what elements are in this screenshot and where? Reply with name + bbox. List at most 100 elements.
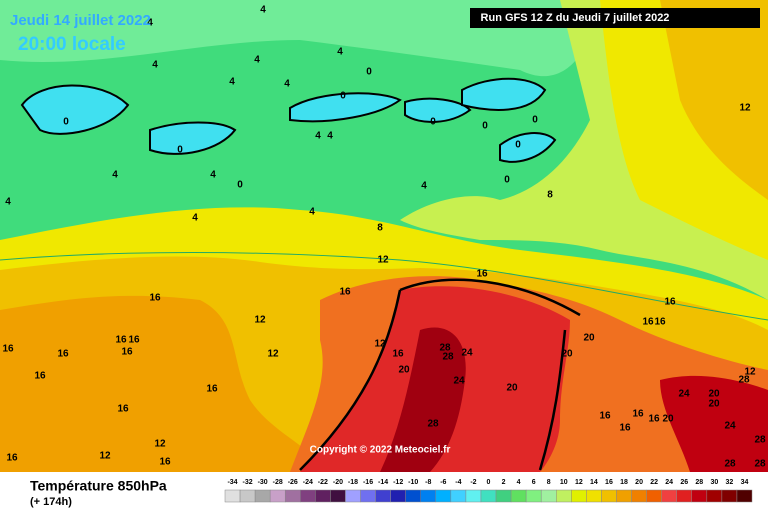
scale-swatch — [706, 489, 723, 503]
contour-label: 4 — [152, 60, 158, 71]
scale-label: 4 — [517, 479, 521, 486]
contour-label: 28 — [724, 459, 736, 470]
color-scale: -34 -32 -30 -28 -26 -24 -22 -20 -18 -16 -14 -12 -10-… — [224, 479, 753, 503]
contour-label: 16 — [2, 344, 14, 355]
scale-label: -16 — [363, 479, 373, 486]
scale-swatch — [616, 489, 632, 503]
cold-pool — [404, 97, 472, 123]
contour-label: 0 — [340, 91, 346, 102]
scale-label: 6 — [532, 479, 536, 486]
contour-label: 0 — [504, 175, 510, 186]
isotherm — [0, 252, 768, 321]
scale-swatch — [300, 489, 316, 503]
contour-label: 16 — [664, 297, 676, 308]
contour-label: 20 — [708, 389, 720, 400]
contour-label: 4 — [192, 213, 198, 224]
contour-label: 16 — [121, 347, 133, 358]
cold-pool — [20, 84, 130, 135]
contour-label: 4 — [327, 131, 333, 142]
contour-label: 16 — [619, 423, 631, 434]
contour-label: 16 — [149, 293, 161, 304]
contour-label: 12 — [739, 103, 751, 114]
contour-label: 24 — [461, 348, 473, 359]
contour-label: 28 — [738, 375, 750, 386]
scale-swatch — [631, 489, 647, 503]
scale-label: 24 — [665, 479, 673, 486]
scale-swatch — [661, 489, 677, 503]
contour-label: 12 — [254, 315, 266, 326]
contour-label: 24 — [724, 421, 736, 432]
scale-swatch — [556, 489, 572, 503]
scale-label: -32 — [243, 479, 253, 486]
contour-label: 12 — [374, 339, 386, 350]
scale-label: -26 — [288, 479, 298, 486]
copyright: Copyright © 2022 Meteociel.fr — [310, 445, 451, 456]
scale-swatch — [315, 489, 331, 503]
contour-label: 20 — [708, 399, 720, 410]
contour-label: 16 — [339, 287, 351, 298]
scale-label: 14 — [590, 479, 598, 486]
scale-swatch — [525, 489, 542, 503]
scale-swatch — [480, 489, 497, 503]
footer-title: Température 850hPa — [30, 478, 167, 494]
run-info: Run GFS 12 Z du Jeudi 7 juillet 2022 — [481, 12, 670, 24]
scale-label: 22 — [650, 479, 658, 486]
cold-pool — [461, 77, 547, 111]
scale-label: -2 — [470, 479, 476, 486]
scale-swatch — [676, 489, 693, 503]
contour-label: 16 — [206, 384, 218, 395]
contour-label: 16 — [599, 411, 611, 422]
contour-label: 16 — [117, 404, 129, 415]
zone-cool — [0, 0, 600, 77]
contour-label: 20 — [506, 383, 518, 394]
contour-label: 16 — [6, 453, 18, 464]
contour-label: 4 — [260, 5, 266, 16]
contour-label: 4 — [147, 18, 153, 29]
cold-pool — [149, 121, 237, 155]
scale-swatch — [450, 489, 467, 503]
contour-label: 28 — [439, 343, 451, 354]
contour-label: 12 — [377, 255, 389, 266]
contour-label: 12 — [744, 367, 756, 378]
contour-label: 0 — [237, 180, 243, 191]
valid-date: Jeudi 14 juillet 2022 — [10, 12, 151, 29]
scale-swatch — [345, 489, 361, 503]
scale-label: 2 — [502, 479, 506, 486]
cold-pool — [499, 132, 557, 163]
contour-label: 4 — [254, 55, 260, 66]
scale-swatch — [465, 489, 482, 503]
scale-swatch — [495, 489, 512, 503]
scale-swatch — [540, 489, 557, 503]
contour-label: 4 — [309, 207, 315, 218]
scale-label: 28 — [695, 479, 703, 486]
contour-label: 16 — [57, 349, 69, 360]
scale-swatch — [390, 489, 406, 503]
scale-swatch — [420, 489, 437, 503]
scale-label: 18 — [620, 479, 628, 486]
scale-label: -6 — [440, 479, 446, 486]
scale-swatch — [330, 489, 346, 503]
contour-label: 20 — [561, 349, 573, 360]
contour-label: 0 — [532, 115, 538, 126]
scale-swatch — [646, 489, 662, 503]
scale-swatch — [721, 489, 738, 503]
contour-label: 16 — [159, 457, 171, 468]
scale-label: 26 — [680, 479, 688, 486]
contour-label: 28 — [754, 459, 766, 470]
contour-label: 12 — [99, 451, 111, 462]
contour-label: 16 — [632, 409, 644, 420]
scale-label: -28 — [273, 479, 283, 486]
scale-swatch — [510, 489, 527, 503]
scale-label: -22 — [318, 479, 328, 486]
scale-swatch — [691, 489, 708, 503]
contour-label: 4 — [284, 79, 290, 90]
contour-label: 4 — [337, 47, 343, 58]
contour-label: 16 — [648, 414, 660, 425]
scale-label: -24 — [303, 479, 313, 486]
contour-label: 0 — [482, 121, 488, 132]
scale-swatch — [239, 489, 256, 503]
scale-swatch — [224, 489, 241, 503]
contour-label: 28 — [754, 435, 766, 446]
